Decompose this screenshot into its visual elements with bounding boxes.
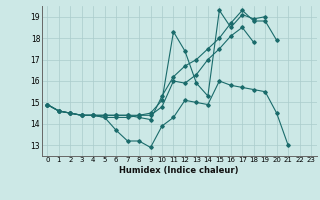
X-axis label: Humidex (Indice chaleur): Humidex (Indice chaleur) (119, 166, 239, 175)
